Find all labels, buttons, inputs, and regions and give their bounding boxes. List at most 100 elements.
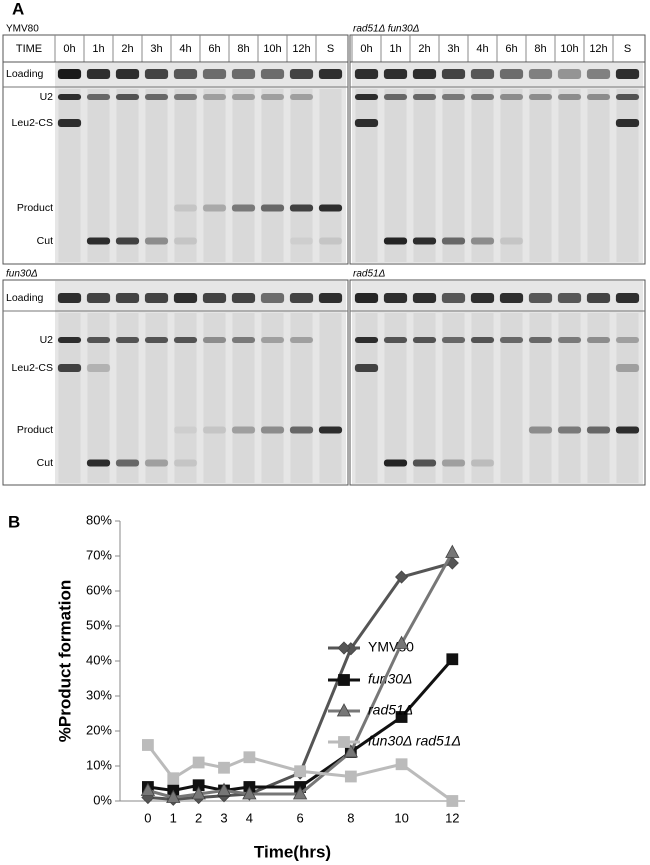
lane-label: 6h [208,43,220,55]
lane-streak [587,89,610,262]
gel-band [86,364,111,372]
marker [446,653,459,666]
marker [192,756,205,769]
gel-band [528,426,553,434]
gel-band [86,459,111,467]
gel-band [470,94,495,100]
y-tick-label: 20% [86,722,112,737]
marker [338,736,350,748]
gel-band [615,119,640,127]
legend-label: rad51Δ [368,702,413,718]
gel-band [202,204,227,212]
gel-band [441,293,466,303]
legend-label: fun30Δ [368,671,412,687]
marker [343,744,359,758]
gel-band [383,237,408,245]
row-label: U2 [40,334,54,346]
gel-band [260,69,285,79]
gel-band [115,459,140,467]
lane-streak [319,313,342,483]
lane-label: 1h [92,43,104,55]
lane-streak [145,89,168,262]
gel-band [202,337,227,343]
lane-streak [58,89,81,262]
lane-streak [616,89,639,262]
time-header: TIME [16,43,42,55]
gel-band [318,426,343,434]
lane-label: 2h [418,43,430,55]
lane-label: 4h [179,43,191,55]
y-axis-title: %Product formation [55,580,74,742]
lane-streak [116,313,139,483]
lane-streak [203,89,226,262]
gel-band [354,94,379,100]
lane-streak [558,313,581,483]
lane-label: 10h [560,43,578,55]
gel-band [412,293,437,303]
gel-band [586,94,611,100]
gel-band [499,337,524,343]
gel-band [354,364,379,372]
x-tick-label: 8 [347,810,354,825]
gel-band [615,337,640,343]
gel-band [615,94,640,100]
gel-band [173,94,198,100]
x-tick-label: 2 [195,810,202,825]
lane-streak [174,313,197,483]
x-tick-label: 10 [394,810,408,825]
legend-label: fun30Δ rad51Δ [368,733,461,749]
lane-label: S [624,43,631,55]
gel-band [615,364,640,372]
gel-band [318,69,343,79]
gel-band [57,94,82,100]
gel-band [115,293,140,303]
gel-band [383,459,408,467]
gel-band [115,237,140,245]
gel-band [144,237,169,245]
y-tick-label: 70% [86,547,112,562]
gel-band [144,69,169,79]
gel-band [289,337,314,343]
gel-band [289,293,314,303]
gel-band [412,237,437,245]
lane-streak [58,313,81,483]
gel-band [470,459,495,467]
gel-band [144,293,169,303]
gel-band [57,337,82,343]
gel-band [318,293,343,303]
gel-band [115,94,140,100]
marker [337,641,351,655]
gel-band [318,204,343,212]
gel-band [557,426,582,434]
row-label: Product [17,424,53,436]
lane-streak [384,313,407,483]
strain-label: rad51Δ fun30Δ [353,24,420,35]
gel-band [383,94,408,100]
marker [336,703,352,717]
lane-label: 4h [476,43,488,55]
lane-streak [174,89,197,262]
gel-band [470,293,495,303]
gel-band [528,69,553,79]
gel-band [441,94,466,100]
x-tick-label: 12 [445,810,459,825]
marker [142,739,154,751]
gel-band [231,426,256,434]
lane-label: 8h [237,43,249,55]
gel-band [231,293,256,303]
lane-streak [558,89,581,262]
lane-label: 3h [150,43,162,55]
gel-band [115,69,140,79]
row-label: U2 [40,91,54,103]
marker [242,786,257,800]
gel-band [615,426,640,434]
gel-band [557,94,582,100]
lane-label: S [327,43,334,55]
gel-band [412,459,437,467]
gel-band [173,337,198,343]
lane-streak [471,313,494,483]
marker [394,635,409,649]
gel-band [557,69,582,79]
gel-band [57,364,82,372]
lane-streak [442,89,465,262]
